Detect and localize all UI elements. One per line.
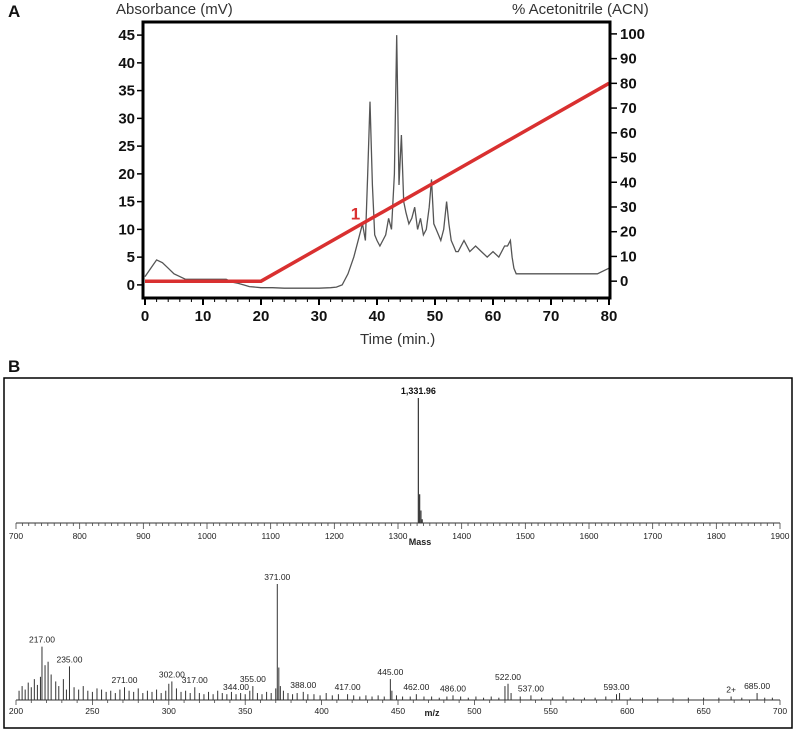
x-axis-title: Time (min.) — [360, 331, 436, 348]
x-tick-label: 60 — [485, 308, 502, 325]
y-left-tick-label: 5 — [127, 249, 135, 266]
mass-tick-label: 1500 — [516, 531, 535, 541]
panel-a-letter: A — [8, 2, 21, 21]
peak-marker-1: 1 — [351, 205, 360, 224]
mz-peak-label: 445.00 — [377, 667, 403, 677]
mass-axis-title: Mass — [409, 537, 432, 547]
mass-tick-label: 1400 — [452, 531, 471, 541]
spectrum-frame — [3, 377, 793, 729]
y-left-tick-label: 35 — [118, 83, 135, 100]
charge-state-label: 2+ — [726, 685, 736, 695]
mass-peak-label: 1,331.96 — [401, 386, 436, 396]
x-tick-label: 20 — [253, 308, 270, 325]
mz-peak-label: 344.00 — [223, 682, 249, 692]
y-right-tick-label: 80 — [620, 75, 637, 92]
mz-peak-label: 355.00 — [240, 674, 266, 684]
mz-tick-label: 700 — [773, 706, 787, 716]
y-right-tick-label: 20 — [620, 224, 637, 241]
mz-peak-label: 593.00 — [604, 682, 630, 692]
mz-peak-label: 388.00 — [290, 680, 316, 690]
y-right-tick-label: 50 — [620, 150, 637, 167]
mz-peak-label: 371.00 — [264, 572, 290, 582]
mass-tick-label: 1200 — [325, 531, 344, 541]
mz-axis-title: m/z — [424, 708, 440, 718]
mz-tick-label: 600 — [620, 706, 634, 716]
mass-tick-label: 900 — [136, 531, 150, 541]
mass-tick-label: 1000 — [198, 531, 217, 541]
mass-tick-label: 1300 — [389, 531, 408, 541]
mz-tick-label: 350 — [238, 706, 252, 716]
y-right-tick-label: 60 — [620, 125, 637, 142]
panel-b-letter: B — [8, 357, 21, 376]
mz-tick-label: 250 — [85, 706, 99, 716]
mz-peak-label: 271.00 — [111, 675, 137, 685]
y-left-tick-label: 20 — [118, 166, 135, 183]
plot-frame — [141, 20, 612, 300]
mz-peak-label: 417.00 — [335, 682, 361, 692]
y-left-tick-label: 25 — [118, 138, 135, 155]
mz-peak-label: 317.00 — [182, 675, 208, 685]
mz-tick-label: 450 — [391, 706, 405, 716]
y-right-tick-label: 10 — [620, 248, 637, 265]
acn-gradient-line — [145, 81, 610, 283]
mass-tick-label: 1800 — [707, 531, 726, 541]
x-tick-label: 40 — [369, 308, 386, 325]
mz-peak-label: 462.00 — [403, 682, 429, 692]
mz-tick-label: 500 — [467, 706, 481, 716]
x-tick-label: 70 — [543, 308, 560, 325]
mz-tick-label: 400 — [315, 706, 329, 716]
mass-tick-label: 1700 — [643, 531, 662, 541]
y-right-tick-label: 30 — [620, 199, 637, 216]
y-left-tick-label: 40 — [118, 55, 135, 72]
mz-tick-label: 300 — [162, 706, 176, 716]
mz-tick-label: 550 — [544, 706, 558, 716]
mz-tick-label: 200 — [9, 706, 23, 716]
mass-tick-label: 1900 — [771, 531, 790, 541]
y-right-tick-label: 100 — [620, 26, 645, 43]
mz-peak-label: 486.00 — [440, 683, 466, 693]
mz-peak-label: 302.00 — [159, 669, 185, 679]
x-tick-label: 10 — [195, 308, 212, 325]
y-left-tick-label: 30 — [118, 110, 135, 127]
mz-peak-label: 685.00 — [744, 681, 770, 691]
mass-tick-label: 700 — [9, 531, 23, 541]
mz-tick-label: 650 — [697, 706, 711, 716]
chromatogram-chart: 0 10 20 30 40 50 60 70 80 0 5 10 15 20 25 30 35 40 45 0 10 20… — [118, 20, 645, 325]
x-tick-label: 50 — [427, 308, 444, 325]
x-tick-label: 30 — [311, 308, 328, 325]
y-left-axis-title: Absorbance (mV) — [116, 1, 233, 18]
x-tick-label: 80 — [601, 308, 618, 325]
mz-peak-label: 235.00 — [56, 654, 82, 664]
mass-tick-label: 1100 — [262, 531, 281, 541]
y-left-tick-label: 0 — [127, 277, 135, 294]
x-tick-label: 0 — [141, 308, 149, 325]
mass-tick-label: 800 — [73, 531, 87, 541]
mz-peak-label: 217.00 — [29, 635, 55, 645]
y-right-tick-label: 90 — [620, 51, 637, 68]
y-left-tick-label: 10 — [118, 221, 135, 238]
y-left-tick-label: 45 — [118, 27, 135, 44]
y-right-tick-label: 70 — [620, 100, 637, 117]
mass-tick-label: 1600 — [580, 531, 599, 541]
y-right-tick-label: 0 — [620, 273, 628, 290]
mz-peak-label: 522.00 — [495, 672, 521, 682]
y-right-tick-label: 40 — [620, 174, 637, 191]
y-right-axis-title: % Acetonitrile (ACN) — [512, 1, 649, 18]
mz-peak-label: 537.00 — [518, 683, 544, 693]
y-left-tick-label: 15 — [118, 194, 135, 211]
